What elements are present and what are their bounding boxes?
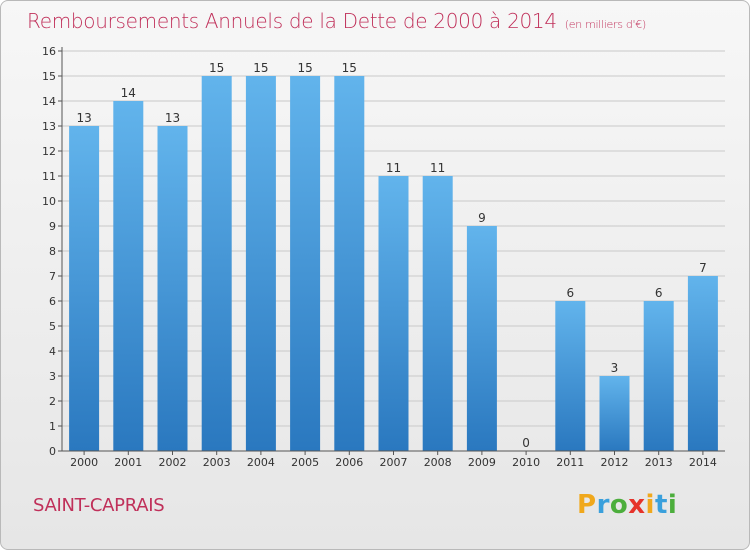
value-label: 0 (522, 436, 530, 450)
value-label: 11 (386, 161, 401, 175)
value-label: 13 (165, 111, 180, 125)
y-tick-label: 0 (49, 445, 56, 458)
x-tick-label: 2014 (689, 456, 717, 469)
y-tick-label: 1 (49, 420, 56, 433)
x-tick-label: 2006 (335, 456, 363, 469)
bar (334, 76, 365, 451)
x-tick-label: 2002 (159, 456, 187, 469)
bar (378, 176, 409, 451)
chart-title: Remboursements Annuels de la Dette de 20… (27, 9, 646, 33)
y-tick-label: 5 (49, 320, 56, 333)
value-label: 15 (209, 61, 224, 75)
logo-letter: i (645, 490, 655, 520)
bar (201, 76, 232, 451)
commune-name: SAINT-CAPRAIS (33, 495, 165, 516)
x-tick-label: 2010 (512, 456, 540, 469)
bar (422, 176, 453, 451)
bar (643, 301, 674, 451)
bar (113, 101, 144, 451)
x-tick-label: 2007 (380, 456, 408, 469)
logo-letter: x (628, 490, 646, 520)
x-tick-label: 2009 (468, 456, 496, 469)
y-tick-label: 6 (49, 295, 56, 308)
value-label: 15 (342, 61, 357, 75)
x-tick-label: 2003 (203, 456, 231, 469)
chart-subtitle: (en milliers d'€) (564, 18, 646, 31)
x-tick-label: 2012 (601, 456, 629, 469)
value-label: 15 (253, 61, 268, 75)
value-labels: 13 14 13 15 15 15 15 11 11 9 0 6 3 6 7 (76, 61, 706, 450)
x-tick-label: 2005 (291, 456, 319, 469)
chart-title-text: Remboursements Annuels de la Dette de 20… (27, 9, 557, 33)
y-tick-label: 8 (49, 245, 56, 258)
logo-letter: i (667, 490, 678, 520)
y-tick-label: 4 (49, 345, 56, 358)
x-tick-label: 2011 (556, 456, 584, 469)
value-label: 13 (76, 111, 91, 125)
bar (157, 126, 188, 451)
bar (555, 301, 586, 451)
logo-letter: o (609, 490, 629, 520)
y-tick-label: 11 (42, 170, 56, 183)
value-label: 7 (699, 261, 707, 275)
y-tick-label: 7 (49, 270, 56, 283)
value-label: 9 (478, 211, 486, 225)
x-tick-label: 2000 (70, 456, 98, 469)
bar (466, 226, 497, 451)
value-label: 11 (430, 161, 445, 175)
axes (58, 47, 725, 455)
y-tick-label: 14 (42, 95, 56, 108)
value-label: 3 (611, 361, 619, 375)
x-tick-labels: 2000 2001 2002 2003 2004 2005 2006 2007 2008 2009… (70, 456, 717, 469)
logo-letter: t (654, 490, 668, 520)
y-tick-label: 15 (42, 70, 56, 83)
y-tick-label: 10 (42, 195, 56, 208)
value-label: 15 (297, 61, 312, 75)
bars (69, 76, 718, 451)
logo-letter: r (596, 490, 610, 520)
logo-letter: P (577, 490, 597, 520)
bar (687, 276, 718, 451)
proxiti-logo: Proxiti (577, 490, 677, 520)
value-label: 6 (566, 286, 574, 300)
y-tick-label: 12 (42, 145, 56, 158)
bar (69, 126, 100, 451)
y-tick-label: 3 (49, 370, 56, 383)
bar (290, 76, 321, 451)
x-tick-label: 2001 (114, 456, 142, 469)
y-tick-label: 2 (49, 395, 56, 408)
x-tick-label: 2013 (645, 456, 673, 469)
y-tick-label: 9 (49, 220, 56, 233)
bar (245, 76, 276, 451)
y-tick-label: 16 (42, 45, 56, 58)
x-tick-label: 2004 (247, 456, 275, 469)
value-label: 14 (121, 86, 136, 100)
y-tick-label: 13 (42, 120, 56, 133)
bar (599, 376, 630, 451)
x-tick-label: 2008 (424, 456, 452, 469)
value-label: 6 (655, 286, 663, 300)
